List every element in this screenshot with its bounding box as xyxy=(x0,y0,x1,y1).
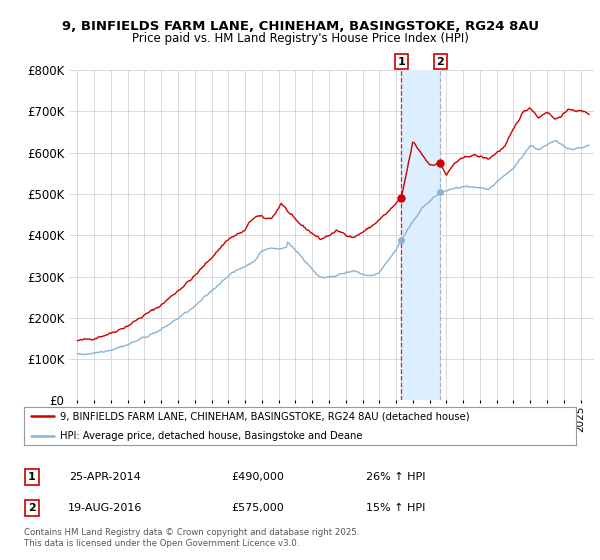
Text: 1: 1 xyxy=(398,57,406,67)
Text: 25-APR-2014: 25-APR-2014 xyxy=(69,472,141,482)
Text: 15% ↑ HPI: 15% ↑ HPI xyxy=(367,503,425,513)
Text: £575,000: £575,000 xyxy=(232,503,284,513)
Text: 9, BINFIELDS FARM LANE, CHINEHAM, BASINGSTOKE, RG24 8AU: 9, BINFIELDS FARM LANE, CHINEHAM, BASING… xyxy=(62,20,539,32)
Bar xyxy=(401,70,440,400)
Text: 2: 2 xyxy=(28,503,35,513)
Text: Contains HM Land Registry data © Crown copyright and database right 2025.
This d: Contains HM Land Registry data © Crown c… xyxy=(24,528,359,548)
Text: 1: 1 xyxy=(28,472,35,482)
Text: 9, BINFIELDS FARM LANE, CHINEHAM, BASINGSTOKE, RG24 8AU (detached house): 9, BINFIELDS FARM LANE, CHINEHAM, BASING… xyxy=(60,411,470,421)
Text: HPI: Average price, detached house, Basingstoke and Deane: HPI: Average price, detached house, Basi… xyxy=(60,431,362,441)
Text: 26% ↑ HPI: 26% ↑ HPI xyxy=(366,472,426,482)
Text: 2: 2 xyxy=(436,57,444,67)
Text: 19-AUG-2016: 19-AUG-2016 xyxy=(68,503,142,513)
Text: Price paid vs. HM Land Registry's House Price Index (HPI): Price paid vs. HM Land Registry's House … xyxy=(131,32,469,45)
Text: £490,000: £490,000 xyxy=(232,472,284,482)
